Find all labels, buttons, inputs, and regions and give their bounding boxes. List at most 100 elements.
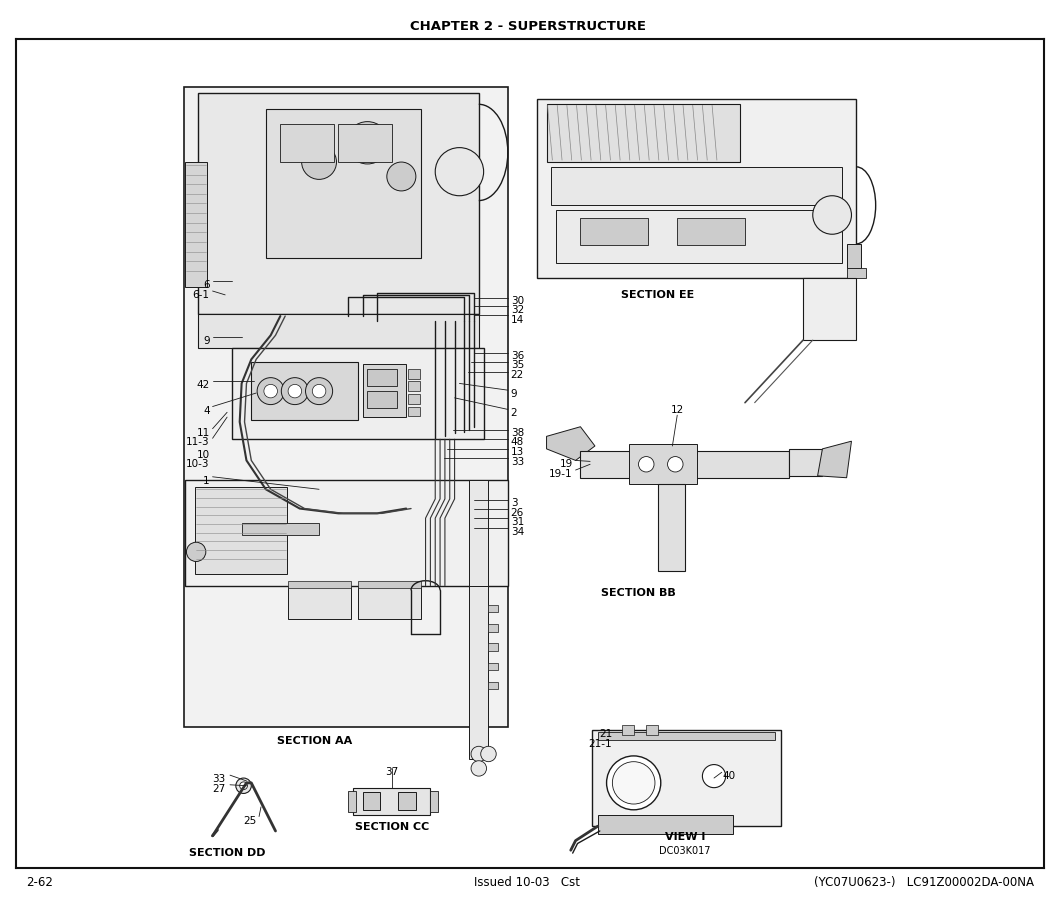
Bar (580, 218, 648, 245)
Bar (598, 815, 733, 834)
Bar (629, 445, 696, 485)
Circle shape (471, 761, 486, 777)
Text: 48: 48 (511, 437, 524, 446)
Text: 19: 19 (559, 459, 573, 469)
Text: CHAPTER 2 - SUPERSTRUCTURE: CHAPTER 2 - SUPERSTRUCTURE (409, 20, 646, 32)
Bar (408, 382, 420, 391)
Circle shape (239, 782, 248, 790)
Text: 10: 10 (196, 449, 210, 459)
Bar (488, 644, 498, 651)
Bar (408, 394, 420, 404)
Bar (186, 163, 207, 288)
Bar (488, 663, 498, 670)
Text: 42: 42 (196, 379, 210, 389)
Bar (598, 732, 775, 740)
Text: 3: 3 (511, 497, 517, 508)
Bar (488, 682, 498, 690)
Text: 21: 21 (599, 728, 612, 738)
Bar (647, 725, 658, 735)
Bar (242, 523, 319, 535)
Text: 38: 38 (511, 428, 524, 437)
Bar (408, 370, 420, 379)
Circle shape (607, 756, 660, 810)
Circle shape (436, 149, 483, 197)
Text: 6: 6 (203, 281, 210, 290)
Text: SECTION AA: SECTION AA (276, 735, 352, 745)
Circle shape (264, 385, 277, 399)
Bar (288, 581, 351, 589)
Bar (358, 581, 421, 589)
Circle shape (346, 123, 388, 165)
Circle shape (282, 378, 308, 405)
Text: SECTION DD: SECTION DD (189, 847, 266, 858)
Circle shape (471, 747, 486, 762)
Text: 6-1: 6-1 (193, 290, 210, 299)
Text: 31: 31 (511, 517, 524, 527)
Text: 4: 4 (203, 405, 210, 415)
Circle shape (481, 747, 496, 762)
Bar (363, 793, 380, 810)
Text: 37: 37 (385, 767, 399, 777)
Bar (353, 787, 430, 815)
Bar (198, 94, 479, 315)
Text: 1: 1 (203, 475, 210, 485)
Text: 33: 33 (511, 456, 524, 466)
Text: 32: 32 (511, 305, 524, 315)
Polygon shape (546, 428, 595, 461)
Text: 9: 9 (511, 389, 517, 399)
Text: 2: 2 (511, 408, 517, 418)
Bar (367, 370, 397, 387)
Bar (592, 730, 781, 826)
Circle shape (312, 385, 326, 399)
Bar (195, 488, 287, 575)
Text: 11-3: 11-3 (186, 437, 210, 446)
Circle shape (668, 457, 683, 473)
Bar (846, 244, 861, 269)
Bar (546, 106, 741, 163)
Bar (281, 124, 333, 163)
Text: Issued 10-03   Cst: Issued 10-03 Cst (475, 875, 580, 888)
Text: 27: 27 (213, 783, 226, 793)
Bar (288, 586, 351, 620)
Bar (251, 363, 358, 420)
Bar (198, 315, 479, 348)
Bar (363, 364, 406, 418)
Bar (556, 211, 842, 263)
Bar (846, 269, 866, 278)
Bar (552, 168, 842, 207)
Text: 13: 13 (511, 446, 524, 456)
Text: 26: 26 (511, 507, 524, 517)
Text: 34: 34 (511, 526, 524, 537)
Text: 35: 35 (511, 360, 524, 370)
Text: SECTION EE: SECTION EE (621, 290, 694, 299)
Circle shape (612, 762, 655, 805)
Circle shape (288, 385, 302, 399)
Bar (469, 586, 488, 759)
Text: 12: 12 (671, 405, 684, 415)
Circle shape (187, 543, 206, 562)
Circle shape (236, 778, 251, 794)
Bar (488, 605, 498, 612)
Text: 25: 25 (244, 815, 256, 824)
Bar (367, 391, 397, 409)
Text: 14: 14 (511, 315, 524, 325)
Bar (430, 791, 438, 812)
Bar (232, 348, 483, 440)
Bar (399, 793, 416, 810)
Text: 10-3: 10-3 (186, 459, 210, 469)
Bar (186, 480, 507, 586)
Bar (658, 485, 685, 572)
Polygon shape (818, 442, 851, 478)
Circle shape (387, 163, 416, 192)
Bar (348, 791, 356, 812)
Bar (184, 87, 507, 727)
Bar (339, 124, 391, 163)
Text: SECTION BB: SECTION BB (601, 588, 676, 598)
Circle shape (306, 378, 332, 405)
Circle shape (257, 378, 284, 405)
Text: 30: 30 (511, 296, 524, 306)
Text: 36: 36 (511, 350, 524, 360)
Text: DC03K017: DC03K017 (659, 845, 711, 855)
Circle shape (812, 197, 851, 235)
Bar (803, 278, 857, 341)
